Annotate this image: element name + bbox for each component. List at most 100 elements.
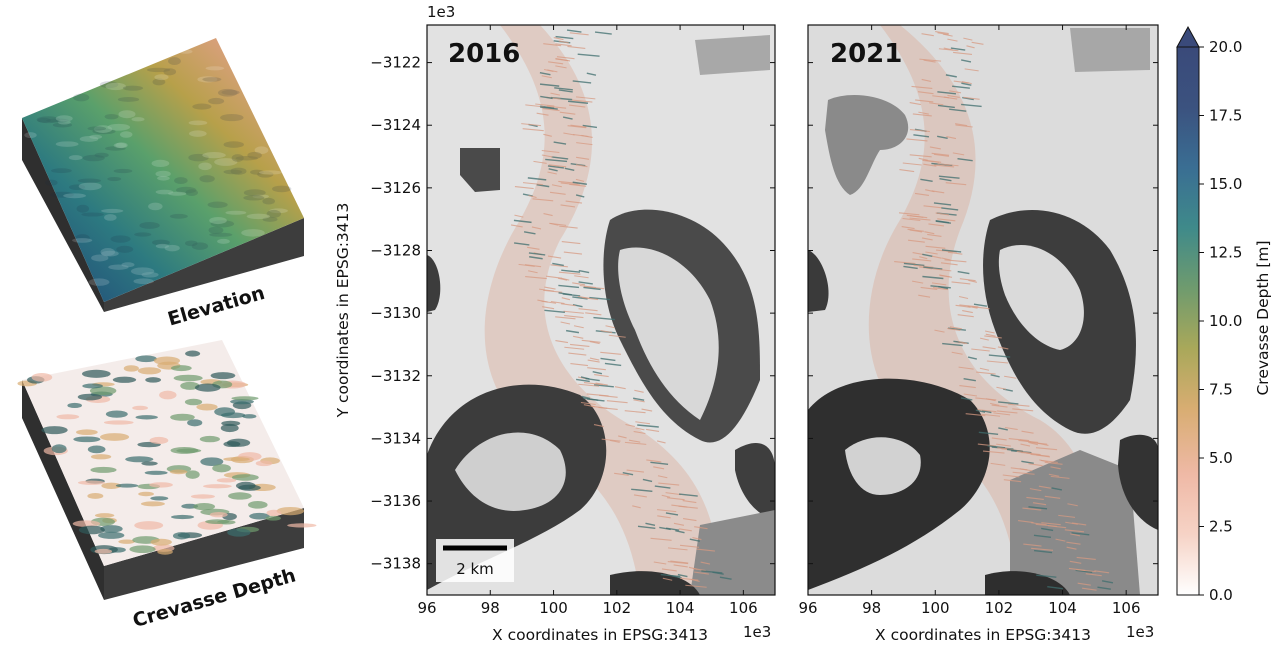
crevasse-streak [938,48,959,52]
elevation-bump [241,229,265,237]
crevasse-streak [536,112,549,116]
crevasse-streak [570,124,587,128]
crevasse-streak [554,87,573,91]
elevation-surface-texture [24,49,292,286]
crevasse-streak [576,156,590,160]
colorbar-label: Crevasse Depth [m] [1254,240,1272,395]
crevasse-streak [546,105,567,109]
crevasse-streak [901,226,915,230]
crevasse-streak [527,246,540,250]
elevation-bump [75,234,90,242]
crevasse-bump [157,548,173,555]
crevasse-bump [187,419,203,427]
crevasse-streak [1094,570,1110,574]
crevasse-streak [975,409,986,413]
crevasse-streak [1028,506,1048,510]
crevasse-streak [1066,541,1081,545]
elevation-bump [37,117,51,123]
elevation-bump [191,242,209,250]
crevasse-bump [72,520,101,527]
crevasse-streak [962,310,973,314]
crevasse-streak [924,231,935,235]
elevation-bump [154,74,169,81]
crevasse-streak [580,376,590,380]
crevasse-streak [941,249,962,253]
crevasse-streak [654,485,671,489]
crevasse-streak [985,333,996,337]
elevation-bump [250,169,264,175]
crevasse-streak [555,65,567,69]
crevasse-bump [238,484,261,491]
crevasse-streak [927,233,942,237]
crevasse-streak [633,399,645,403]
crevasse-streak [922,253,933,258]
crevasse-streak [576,142,593,146]
rock-left-edge-2021 [808,250,829,312]
elevation-bump [101,208,124,213]
crevasse-streak [542,306,555,310]
crevasse-streak [657,475,668,479]
elevation-bump [91,254,109,262]
crevasse-streak [594,31,612,35]
snow-lower-left-2016 [455,432,566,511]
crevasse-streak [909,154,932,158]
crevasse-streak [911,85,933,89]
colorbar-tick-label: 12.5 [1209,244,1242,262]
crevasse-bump [185,350,201,357]
crevasse-streak [938,175,960,179]
crevasse-streak [981,409,992,414]
crevasse-streak [930,285,951,289]
crevasse-streak [670,560,689,564]
crevasse-bump [170,365,192,372]
crevasse-streak [971,348,990,352]
crevasse-bump [77,393,103,401]
crevasse-bump [144,470,168,475]
crevasse-streak [1070,533,1081,537]
crevasse-bump [185,470,200,479]
crevasse-streak [555,58,569,62]
crevasse-streak [925,245,946,249]
crevasse-streak [581,339,601,343]
panel-title-2021: 2021 [830,39,902,69]
crevasse-bump [31,372,53,382]
crevasse-bump [255,460,273,467]
crevasse-streak [894,261,916,265]
elevation-bump [113,142,127,148]
crevasse-bump [112,376,137,383]
crevasse-streak [626,469,644,473]
nunatak-center-snow-2016 [618,247,719,420]
elevation-bump [202,77,222,82]
elevation-bump [262,197,275,205]
y-tick-label: −3134 [370,429,421,447]
crevasse-streak [952,85,970,89]
crevasse-streak [562,116,573,120]
crevasse-streak [955,123,968,127]
crevasse-streak [1038,485,1051,489]
crevasse-streak [986,360,1009,364]
crevasse-streak [634,389,644,393]
colorbar: 0.0 2.5 5.0 7.5 10.0 12.5 15.0 17.5 20.0 Crevass… [1176,25,1272,604]
crevasse-streak [582,297,599,301]
crevasse-streak [566,29,582,33]
crevasse-streak [569,343,590,347]
x-tick-label: 98 [862,599,881,617]
crevasse-streak [1055,538,1066,542]
elevation-bump [243,189,266,197]
crevasse-bump [94,548,113,554]
elevation-bump [88,278,110,286]
crevasse-streak [1002,474,1020,478]
crevasse-streak [586,398,605,402]
crevasse-streak [671,575,682,579]
crevasse-streak [661,494,671,498]
elevation-bump [92,128,116,135]
crevasse-streak [522,128,544,132]
crevasse-streak [633,430,646,435]
x-tick-label: 102 [602,599,631,617]
rock-right-2021 [1118,434,1158,530]
crevasse-streak [594,373,609,378]
elevation-bump [221,89,240,95]
elevation-bump [163,68,177,76]
elevation-bump [104,113,119,120]
crevasse-streak [921,78,932,82]
crevasse-streak [941,257,951,261]
